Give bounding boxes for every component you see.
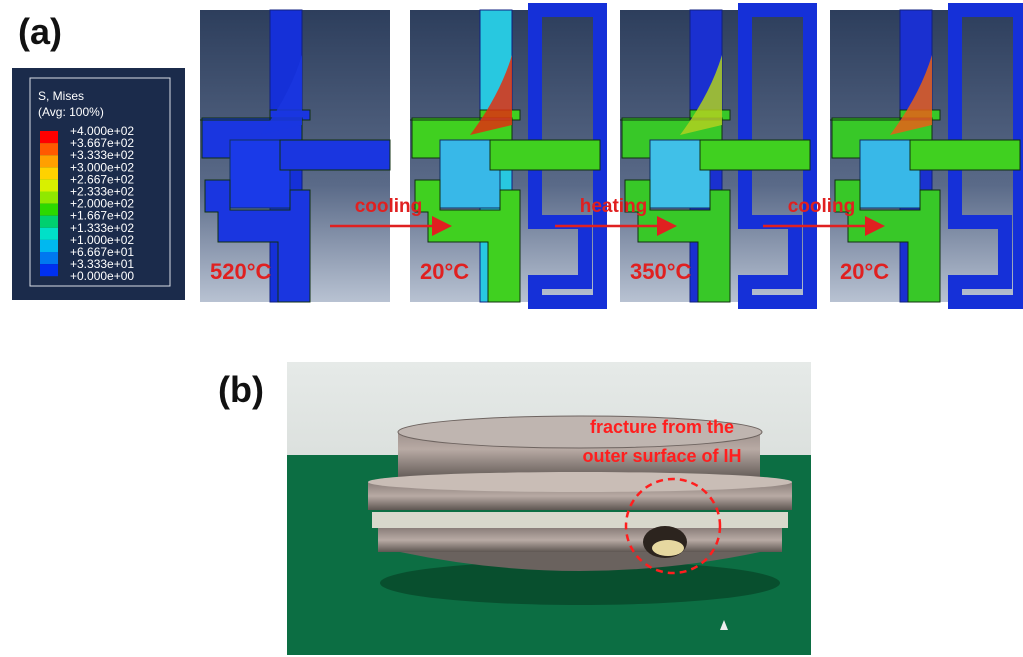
simulation-frames: 520°C 20°C 350°C 20°C cooling heating cooling [200, 10, 1020, 302]
legend-swatch [40, 228, 58, 240]
legend-swatch [40, 252, 58, 264]
panel-label: (b) [218, 369, 264, 410]
panel-label: (a) [18, 11, 62, 52]
legend-swatch [40, 240, 58, 252]
annotation: outer surface of IH [582, 446, 741, 466]
frame: 350°C [620, 10, 810, 302]
legend-swatch [40, 143, 58, 155]
legend-subtitle: (Avg: 100%) [38, 105, 104, 119]
frame: 20°C [410, 10, 600, 302]
process-label: cooling [355, 196, 423, 217]
legend-swatch [40, 179, 58, 191]
outer-ring [910, 140, 1020, 170]
temperature: 20°C [840, 259, 889, 284]
legend-swatch [40, 216, 58, 228]
outer-ring [490, 140, 600, 170]
temperature: 520°C [210, 259, 272, 284]
legend-value: +0.000e+00 [70, 269, 134, 283]
figure: (a) S, Mises (Avg: 100%) +4.000e+02+3.66… [0, 0, 1023, 657]
legend-swatch [40, 204, 58, 216]
legend-scale: +4.000e+02+3.667e+02+3.333e+02+3.000e+02… [40, 124, 134, 283]
photo [287, 362, 811, 655]
process-label: cooling [788, 196, 856, 217]
legend-title: S, Mises [38, 89, 84, 103]
temperature: 20°C [420, 259, 469, 284]
legend-swatch [40, 155, 58, 167]
frame: 20°C [830, 10, 1020, 302]
outer-ring [700, 140, 810, 170]
process-label: heating [580, 196, 648, 217]
legend-swatch [40, 192, 58, 204]
temperature: 350°C [630, 259, 692, 284]
annotation: fracture from the [590, 417, 734, 437]
legend-swatch [40, 131, 58, 143]
frame: 520°C [200, 10, 390, 302]
outer-ring [280, 140, 390, 170]
legend-swatch [40, 264, 58, 276]
legend-swatch [40, 167, 58, 179]
